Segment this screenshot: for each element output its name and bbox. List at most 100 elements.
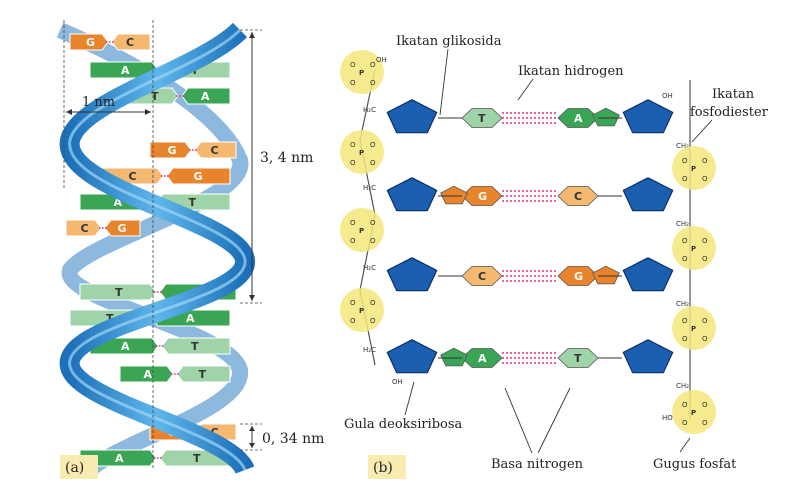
deoxyribose-sugar (622, 177, 674, 212)
hydroxyl-label: HO (662, 414, 673, 422)
svg-text:O: O (370, 159, 376, 167)
svg-text:O: O (350, 61, 356, 69)
svg-text:O: O (702, 335, 708, 343)
base-letter: A (115, 452, 124, 465)
svg-text:O: O (702, 401, 708, 409)
svg-text:O: O (370, 299, 376, 307)
base-letter: G (194, 170, 203, 183)
ch2-label: H₂C (363, 346, 376, 354)
base-letter: T (199, 368, 207, 381)
svg-text:O: O (682, 255, 688, 263)
phosphate-group: PO O O O (340, 208, 384, 252)
rise-per-base-label: 0, 34 nm (262, 431, 324, 447)
hydroxyl-label: OH (662, 92, 673, 100)
panel-a-tag: (a) (65, 460, 84, 476)
base-letter: A (574, 112, 583, 125)
deoxyribose-sugar (386, 177, 438, 212)
svg-text:O: O (350, 79, 356, 87)
base-letter: A (478, 352, 487, 365)
base-letter: T (106, 312, 114, 325)
svg-text:O: O (702, 157, 708, 165)
nucleotide-pair: A T H₂C CH₂ (363, 339, 689, 390)
phosphate-group: PO O O O (340, 50, 384, 94)
svg-text:P: P (359, 69, 364, 77)
svg-text:O: O (350, 219, 356, 227)
svg-text:O: O (350, 141, 356, 149)
glycosidic-bond-label: Ikatan glikosida (396, 34, 502, 49)
base-letter: T (115, 286, 123, 299)
svg-text:O: O (350, 237, 356, 245)
ch2-label: CH₂ (676, 300, 689, 308)
svg-text:P: P (359, 149, 364, 157)
ch2-label: CH₂ (676, 142, 689, 150)
base-letter: T (574, 352, 582, 365)
deoxyribose-sugar (622, 99, 674, 134)
phosphate-group-label: Gugus fosfat (653, 457, 737, 472)
base-letter: C (211, 426, 219, 439)
svg-text:O: O (682, 335, 688, 343)
nucleotide-pair: G C H₂C CH₂ (363, 177, 689, 228)
deoxyribose-sugar (386, 99, 438, 134)
base-letter: G (168, 144, 177, 157)
phosphodiester-label-line2: fosfodiester (690, 105, 769, 120)
nitrogen-base-label: Basa nitrogen (491, 457, 584, 472)
svg-text:O: O (702, 255, 708, 263)
svg-text:P: P (691, 409, 696, 417)
base-letter: A (121, 340, 130, 353)
base-letter: T (191, 340, 199, 353)
width-label: 1 nm (82, 95, 115, 110)
base-letter: A (114, 196, 123, 209)
svg-text:O: O (370, 317, 376, 325)
base-letter: T (189, 196, 197, 209)
hydrogen-bond-label: Ikatan hidrogen (518, 64, 624, 79)
svg-text:O: O (702, 317, 708, 325)
svg-text:P: P (359, 307, 364, 315)
phosphate-group: PO O O O (672, 390, 716, 434)
phosphodiester-label-line1: Ikatan (712, 87, 755, 102)
svg-text:O: O (682, 419, 688, 427)
ch2-label: H₂C (363, 264, 376, 272)
svg-text:P: P (359, 227, 364, 235)
deoxyribose-sugar (622, 257, 674, 292)
base-letter: A (201, 90, 210, 103)
base-letter: G (574, 270, 583, 283)
phosphate-groups: PO OO OPO OO OPO OO OPO OO OPO OO OPO OO OPO OO OPO OO O… (340, 50, 716, 434)
nucleotide-pair: T A H₂C CH₂ (363, 99, 689, 150)
phosphate-group: PO O O O (340, 130, 384, 174)
deoxyribose-label: Gula deoksiribosa (344, 417, 463, 432)
turn-length-label: 3, 4 nm (260, 150, 313, 166)
phosphate-group: PO O O O (340, 288, 384, 332)
phosphate-group: PO O O O (672, 226, 716, 270)
base-letter: T (478, 112, 486, 125)
base-letter: C (81, 222, 89, 235)
svg-text:O: O (682, 401, 688, 409)
base-letter: G (118, 222, 127, 235)
hydroxyl-label: OH (376, 56, 387, 64)
base-letter: A (144, 368, 153, 381)
svg-text:O: O (682, 157, 688, 165)
svg-text:O: O (370, 61, 376, 69)
base-letter: A (186, 312, 195, 325)
deoxyribose-sugar (386, 257, 438, 292)
svg-text:P: P (691, 165, 696, 173)
svg-text:P: P (691, 325, 696, 333)
base-letter: A (121, 64, 130, 77)
svg-text:O: O (370, 219, 376, 227)
base-letter: G (86, 36, 95, 49)
svg-text:O: O (350, 317, 356, 325)
svg-text:O: O (370, 79, 376, 87)
svg-text:O: O (682, 237, 688, 245)
svg-text:O: O (702, 237, 708, 245)
ch2-label: CH₂ (676, 220, 689, 228)
svg-text:O: O (702, 419, 708, 427)
base-letter: C (129, 170, 137, 183)
svg-text:O: O (702, 175, 708, 183)
svg-text:O: O (370, 141, 376, 149)
nucleotide-pair: C G H₂C CH₂ (363, 257, 689, 308)
